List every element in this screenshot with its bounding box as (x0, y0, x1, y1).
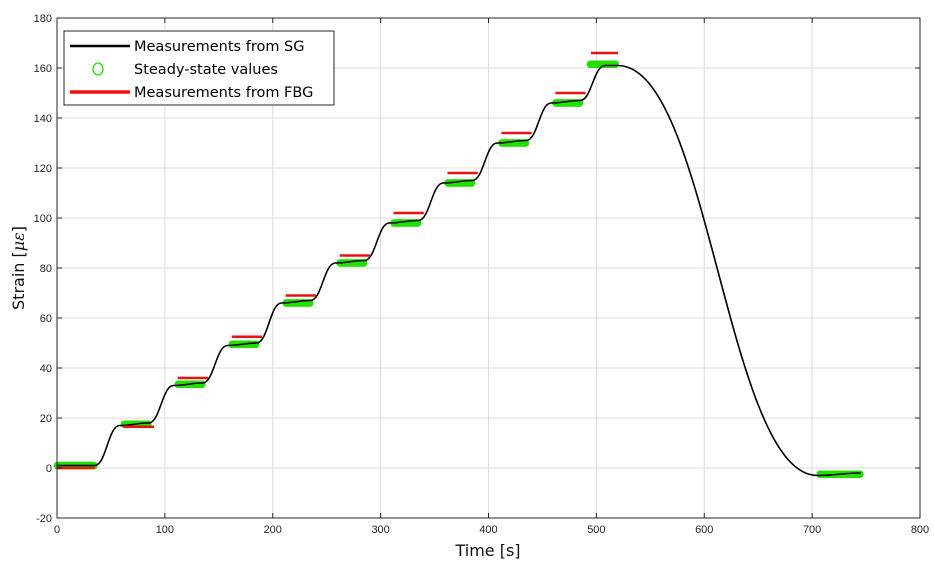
steady-state-point (253, 340, 260, 348)
tick-layer: 0 100 200 300 400 500 600 700 800-20020406080100… (34, 13, 930, 536)
x-tick-label: 200 (264, 524, 282, 536)
x-tick-label: 0 (54, 524, 60, 536)
x-axis-label: Time [s] (454, 541, 520, 560)
x-tick-label: 700 (803, 524, 821, 536)
y-axis-label-symbol: με (9, 232, 28, 251)
y-tick-label: 60 (40, 313, 52, 325)
y-tick-label: 0 (46, 463, 52, 475)
y-tick-label: -20 (36, 513, 52, 525)
y-tick-label: 80 (40, 263, 52, 275)
y-tick-label: 120 (34, 163, 52, 175)
legend-swatch-steady (92, 62, 104, 76)
y-axis-label-close: ] (9, 226, 28, 232)
steady-state-point (857, 470, 864, 478)
x-tick-label: 500 (587, 524, 605, 536)
steady-state-segment (282, 299, 314, 307)
y-tick-label: 40 (40, 363, 52, 375)
y-tick-label: 180 (34, 13, 52, 25)
steady-state-point (199, 380, 206, 388)
steady-state-point (612, 60, 619, 68)
legend-label-sg: Measurements from SG (134, 39, 305, 55)
y-tick-label: 100 (34, 213, 52, 225)
legend-label-fbg: Measurements from FBG (134, 85, 313, 101)
y-axis-label: Strain [με] (9, 226, 28, 310)
y-axis-label-text: Strain [ (9, 251, 28, 310)
x-tick-label: 800 (911, 524, 929, 536)
legend: Measurements from SG Steady-state values… (63, 30, 335, 106)
x-tick-label: 400 (479, 524, 497, 536)
y-tick-label: 140 (34, 113, 52, 125)
sg-measurement-line (57, 64, 861, 477)
y-tick-label: 20 (40, 413, 52, 425)
series-layer (53, 51, 864, 478)
x-tick-label: 300 (371, 524, 389, 536)
legend-label-steady: Steady-state values (134, 62, 278, 78)
x-tick-label: 600 (695, 524, 713, 536)
y-tick-label: 160 (34, 63, 52, 75)
steady-state-segment (586, 60, 619, 68)
x-tick-label: 100 (156, 524, 174, 536)
